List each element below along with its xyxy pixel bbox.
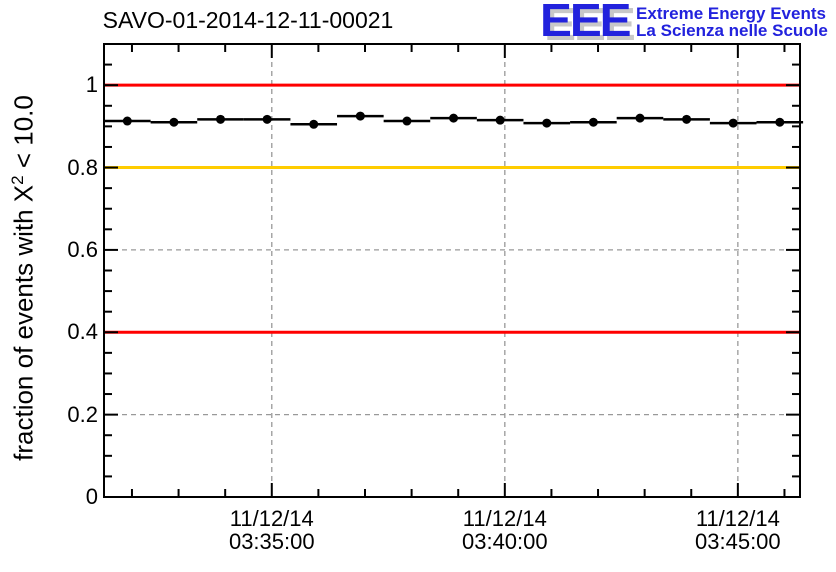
data-point <box>775 117 785 127</box>
eee-logo: EEE Extreme Energy Events La Scienza nel… <box>540 0 828 46</box>
y-tick-label: 0.2 <box>67 401 98 427</box>
data-point <box>588 117 598 127</box>
x-tick-label: 11/12/14 03:40:00 <box>435 507 575 553</box>
eee-logo-tagline-line1: Extreme Energy Events <box>636 4 826 23</box>
data-point <box>635 113 645 123</box>
data-point <box>542 118 552 128</box>
data-point <box>449 113 459 123</box>
eee-logo-tagline-line2: La Scienza nelle Scuole <box>636 21 828 40</box>
data-point <box>728 118 738 128</box>
x-tick-label-date: 11/12/14 <box>229 506 314 531</box>
data-point <box>122 116 132 126</box>
y-tick-label: 0.8 <box>67 154 98 180</box>
x-tick-label-date: 11/12/14 <box>462 506 547 531</box>
x-tick-label-time: 03:45:00 <box>695 529 781 554</box>
data-point <box>169 117 179 127</box>
data-point <box>262 114 272 124</box>
data-point <box>495 115 505 125</box>
x-tick-label-time: 03:35:00 <box>228 529 315 554</box>
plot-frame <box>103 43 801 498</box>
y-tick-label: 0.4 <box>67 319 98 345</box>
data-point <box>309 119 319 129</box>
x-tick-label-date: 11/12/14 <box>695 506 780 531</box>
x-tick-label: 11/12/14 03:35:00 <box>202 507 342 553</box>
data-point <box>682 114 692 124</box>
data-point <box>402 116 412 126</box>
x-tick-label: 11/12/14 03:45:00 <box>668 507 808 553</box>
data-point <box>355 111 365 121</box>
y-tick-label: 1 <box>85 72 98 98</box>
x-tick-label-time: 03:40:00 <box>461 529 548 554</box>
eee-logo-tagline: Extreme Energy Events La Scienza nelle S… <box>636 0 828 39</box>
eee-logo-acronym: EEE <box>540 0 632 46</box>
data-point <box>216 114 226 124</box>
plot-title: SAVO-01-2014-12-11-00021 <box>102 7 394 33</box>
y-tick-label: 0.6 <box>67 236 98 262</box>
y-tick-label: 0 <box>85 484 98 509</box>
